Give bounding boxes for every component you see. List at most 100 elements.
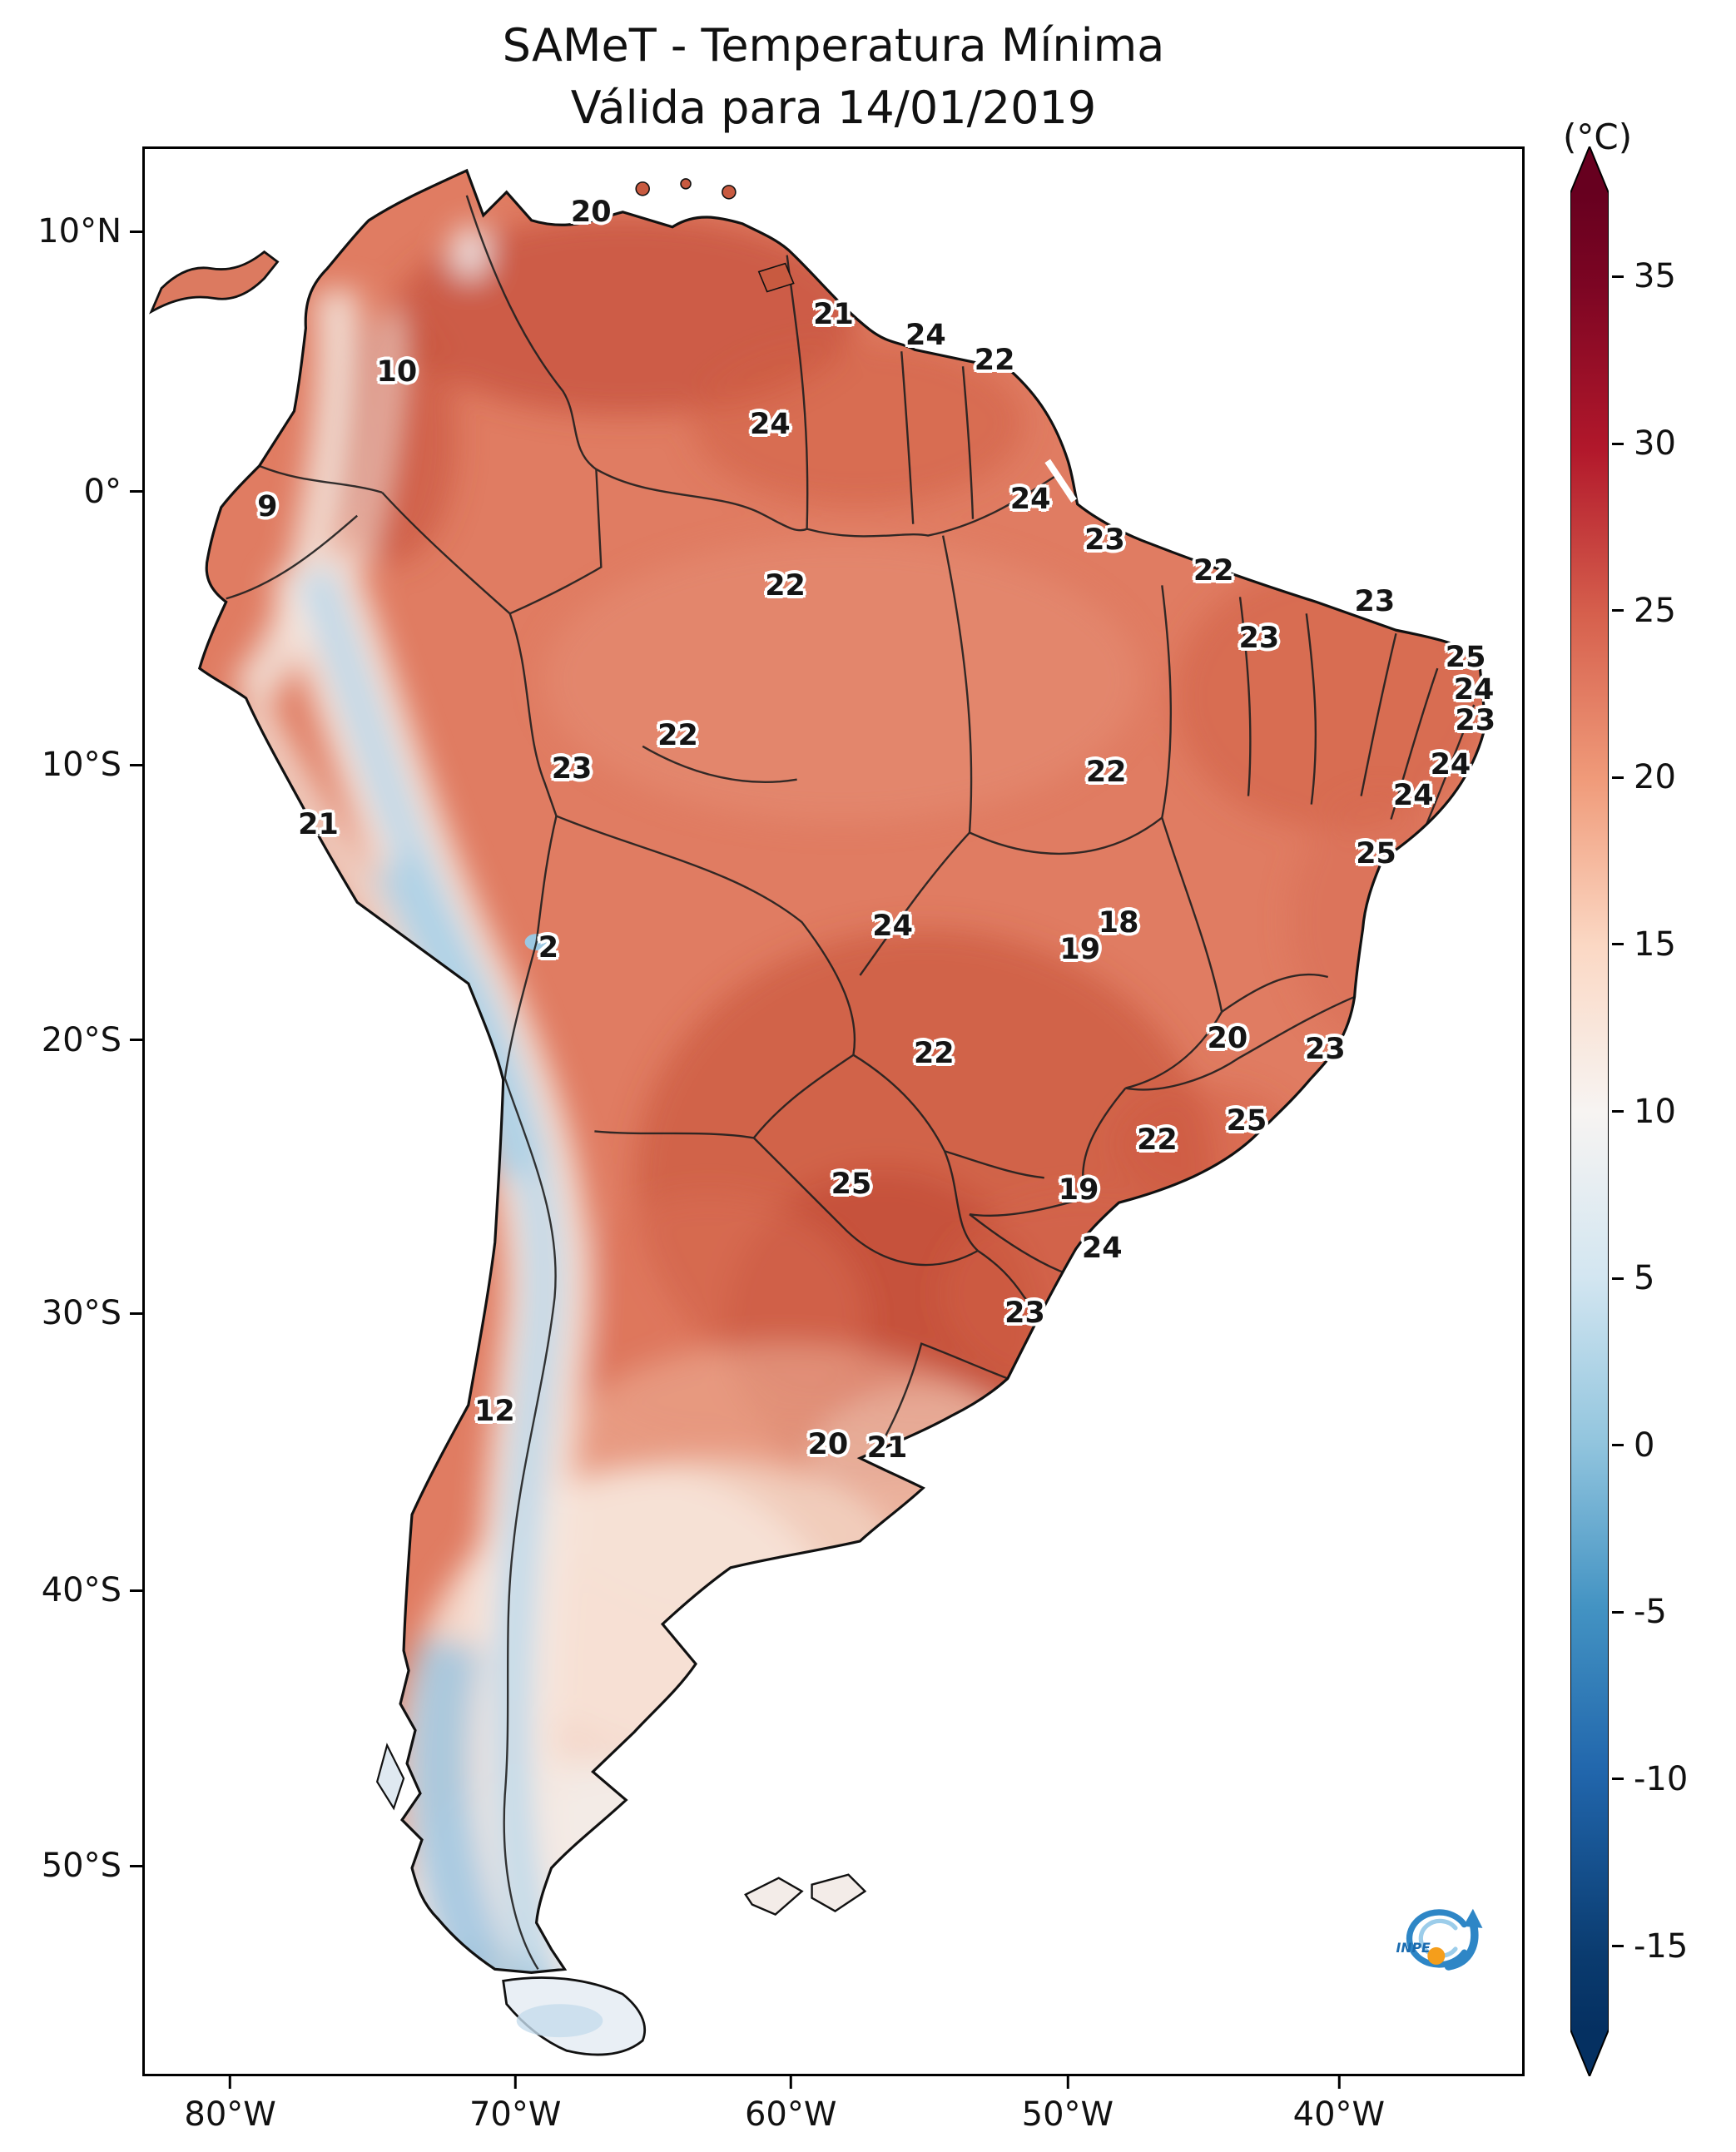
inpe-logo: INPE [1387,1898,1492,1981]
colorbar-tick: 20 [1612,758,1676,796]
y-tick-label: 0° [83,472,122,511]
x-tick: 80°W [184,2074,276,2134]
temperature-label: 12 [474,1395,515,1429]
temperature-label: 24 [1081,1231,1123,1265]
y-tick: 40°S [42,1571,145,1609]
colorbar-gradient-bar [1570,146,1609,2076]
temperature-label: 10 [376,355,418,389]
temperature-label: 25 [1226,1104,1267,1138]
colorbar-tick-label: 0 [1634,1426,1655,1465]
temperature-label: 20 [570,196,612,230]
logo-arrowhead [1462,1908,1483,1928]
y-tick-label: 30°S [41,1294,122,1333]
temperature-label: 23 [1304,1033,1346,1067]
y-tick: 10°N [37,212,145,250]
y-tick: 50°S [42,1847,145,1885]
temperature-label: 20 [1207,1021,1248,1055]
colorbar-tick-label: -10 [1634,1759,1689,1798]
temperature-label: 20 [807,1427,849,1461]
colorbar-tick: 15 [1612,925,1676,964]
x-tick: 50°W [1022,2074,1114,2134]
temperature-label: 23 [551,751,593,786]
y-tick-label: 10°S [41,746,122,785]
temperature-labels-layer: 20 21 24 22 10 24 9 24 23 22 22 23 [145,149,1522,2074]
x-tick-label: 60°W [744,2095,837,2134]
y-tick: 30°S [42,1294,145,1332]
temperature-label: 24 [905,319,946,353]
colorbar-tick-label: 20 [1634,758,1676,797]
colorbar-ticks: 35 30 25 20 15 10 [1612,193,1736,2030]
temperature-label: 23 [1455,703,1496,737]
x-tick-label: 50°W [1021,2095,1114,2134]
temperature-label: 18 [1098,905,1139,940]
y-tick-mark [130,230,145,233]
colorbar-tick-label: 35 [1634,257,1676,296]
temperature-label: 22 [657,719,698,753]
colorbar-tick-label: 10 [1634,1092,1676,1131]
colorbar-tick-mark [1612,1610,1624,1614]
x-tick-label: 40°W [1292,2095,1386,2134]
temperature-label: 21 [866,1431,908,1465]
colorbar-tick: 35 [1612,257,1676,295]
x-tick-mark [1337,2074,1341,2089]
y-tick-label: 50°S [41,1847,122,1886]
colorbar-tick: 25 [1612,592,1676,630]
temperature-label: 23 [1354,584,1396,618]
colorbar-tick: 5 [1612,1259,1654,1297]
y-tick-label: 20°S [41,1020,122,1059]
temperature-label: 21 [813,297,854,331]
y-tick-label: 40°S [41,1571,122,1610]
x-tick: 60°W [745,2074,836,2134]
colorbar [1570,146,1609,2076]
x-axis: 80°W 70°W 60°W 50°W [145,149,1522,2134]
y-tick: 20°S [42,1021,145,1059]
colorbar-tick-mark [1612,442,1624,445]
colorbar-tick: -10 [1612,1760,1688,1798]
y-tick-mark [130,1589,145,1592]
temperature-label: 24 [1009,482,1051,516]
y-tick-mark [130,763,145,766]
colorbar-tick-mark [1612,1945,1624,1948]
temperature-label: 24 [1430,748,1471,782]
temperature-label: 22 [913,1037,955,1071]
temperature-label: 2 [538,930,559,964]
colorbar-tick: 30 [1612,424,1676,463]
colorbar-tick-mark [1612,943,1624,946]
y-axis: 10°N 0° 10°S 20°S [37,149,1522,2074]
logo-orange-dot [1426,1946,1445,1965]
colorbar-tick-label: 25 [1634,591,1676,630]
colorbar-tick: -5 [1612,1593,1667,1631]
temperature-label: 22 [765,569,806,603]
temperature-label: 24 [872,910,914,944]
temperature-label: 23 [1004,1297,1045,1331]
y-tick-mark [130,1312,145,1315]
colorbar-tick-mark [1612,1444,1624,1447]
south-america-temperature-map [149,168,1487,2056]
x-tick-mark [789,2074,792,2089]
logo-text: INPE [1396,1940,1431,1956]
temperature-label: 22 [1137,1123,1178,1158]
temperature-label: 22 [1193,553,1234,588]
temperature-label: 25 [1445,640,1486,674]
y-tick-label: 10°N [37,212,122,251]
temperature-label: 23 [1238,621,1280,655]
colorbar-tick-label: 15 [1634,925,1676,964]
colorbar-tick-label: 30 [1634,424,1676,464]
colorbar-tick: -15 [1612,1927,1688,1966]
logo-arrow [1444,1918,1479,1971]
temperature-label: 21 [298,807,339,841]
temperature-label: 19 [1058,1173,1099,1207]
colorbar-tick: 0 [1612,1426,1654,1465]
temperature-label: 19 [1059,933,1101,967]
x-tick-mark [513,2074,517,2089]
colorbar-unit-label: (°C) [1563,117,1633,157]
x-tick-label: 70°W [469,2095,562,2134]
colorbar-tick-mark [1612,776,1624,779]
y-tick-mark [130,490,145,493]
temperature-label: 24 [1453,672,1495,707]
colorbar-tick-mark [1612,1778,1624,1781]
colorbar-tick-label: -5 [1634,1593,1667,1632]
colorbar-tick: 10 [1612,1093,1676,1131]
temperature-label: 24 [750,407,791,441]
